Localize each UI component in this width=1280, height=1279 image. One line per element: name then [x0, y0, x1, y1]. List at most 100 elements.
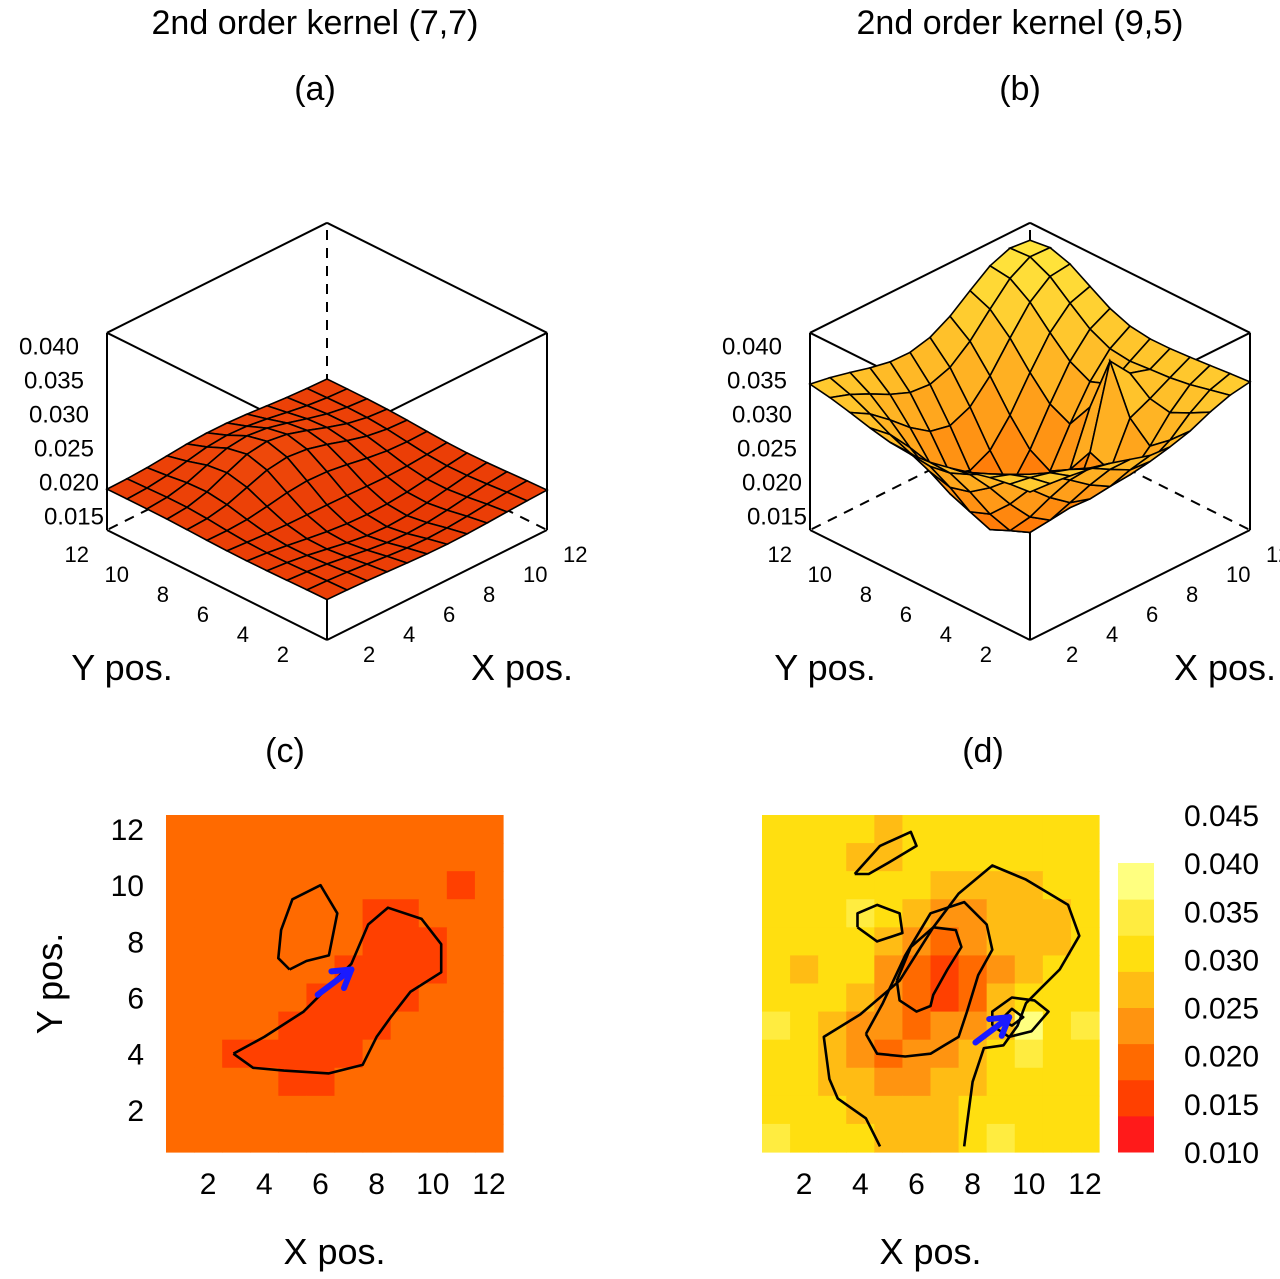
heat-cell	[194, 955, 223, 985]
heat-cell	[418, 983, 448, 1013]
arrow-shaft	[972, 1014, 1013, 1046]
heat-cell	[930, 1123, 960, 1153]
heat-cell	[986, 1095, 1016, 1125]
heat-cell	[1014, 927, 1044, 957]
heat-cell	[958, 1095, 988, 1125]
heat-cell	[762, 1095, 791, 1125]
x-tick-label: 10	[1226, 562, 1250, 587]
heat-cell	[986, 1067, 1016, 1097]
heat-cell	[194, 983, 223, 1013]
heat-cell	[930, 1095, 960, 1125]
heat-cell	[166, 1011, 195, 1041]
heat-cell	[390, 871, 420, 900]
box-edge	[809, 529, 1031, 641]
heat-cell	[278, 955, 308, 985]
heat-cell	[390, 1067, 420, 1097]
contour-line	[853, 830, 918, 876]
heat-cell	[818, 983, 847, 1013]
x-axis-label: X pos.	[283, 1231, 385, 1272]
y-tick-label: 6	[900, 602, 912, 627]
heat-cell	[474, 1067, 504, 1097]
heat-cell	[194, 927, 223, 957]
heat-cell	[250, 1123, 279, 1153]
x-tick-label: 12	[472, 1168, 505, 1201]
heat-cell	[902, 1011, 932, 1041]
heat-cell	[446, 1123, 476, 1153]
x-tick-label: 4	[852, 1168, 869, 1201]
colorbar-label: 0.010	[1184, 1137, 1259, 1170]
x-tick-label: 12	[1266, 542, 1280, 567]
heat-cell	[390, 1011, 420, 1041]
heat-cell	[762, 815, 791, 844]
heat-cell	[902, 1067, 932, 1097]
x-tick-label: 12	[1068, 1168, 1101, 1201]
heat-cell	[418, 871, 448, 900]
heat-cell	[874, 871, 904, 900]
heat-cell	[446, 1067, 476, 1097]
arrow-head	[328, 966, 355, 975]
heat-cell	[418, 843, 448, 872]
box-edge	[809, 221, 1031, 334]
heat-cell	[194, 1039, 223, 1069]
heat-cell	[306, 1011, 336, 1041]
heat-cell	[846, 955, 875, 985]
colorbar-label: 0.030	[1184, 944, 1259, 977]
x-tick-label: 6	[908, 1168, 925, 1201]
contour-line	[856, 903, 904, 943]
contour-line	[864, 900, 994, 1058]
heat-cell	[446, 815, 476, 844]
heat-cell	[986, 1039, 1016, 1069]
heat-cell	[362, 955, 392, 985]
colorbar-label: 0.025	[1184, 993, 1259, 1026]
colorbar-swatch	[1118, 1079, 1154, 1117]
y-tick-label: 2	[127, 1095, 144, 1128]
heat-cell	[194, 871, 223, 900]
heat-cell	[390, 927, 420, 957]
heat-cell	[418, 1095, 448, 1125]
heat-cell	[846, 983, 875, 1013]
colorbar-label: 0.020	[1184, 1041, 1259, 1074]
heat-cell	[362, 1095, 392, 1125]
heat-cell	[222, 815, 251, 844]
heat-cell	[874, 1123, 904, 1153]
surface-plot-b: 0.040 0.035 0.030 0.025 0.020 0.015 2 4 6 8 10 12 2 4…	[722, 221, 1280, 688]
heat-cell	[1042, 1039, 1072, 1069]
heat-cell	[1014, 815, 1044, 844]
heat-cell	[166, 899, 195, 928]
heat-cell	[902, 871, 932, 900]
heat-cell	[222, 843, 251, 872]
x-axis-label: X pos.	[1174, 647, 1276, 688]
heat-cell	[1014, 1067, 1044, 1097]
heat-cell	[334, 1039, 364, 1069]
x-tick-label: 4	[403, 622, 415, 647]
y-tick-label: 4	[237, 622, 249, 647]
heat-cell	[1070, 1067, 1100, 1097]
heat-cell	[1070, 1011, 1100, 1041]
heat-cell	[1042, 1095, 1072, 1125]
heat-cell	[762, 927, 791, 957]
heat-cell	[446, 1095, 476, 1125]
heat-cell	[902, 899, 932, 928]
y-tick-label: 6	[127, 983, 144, 1016]
heat-cell	[1014, 1123, 1044, 1153]
heat-cell	[390, 1039, 420, 1069]
y-tick-label: 2	[980, 642, 992, 667]
heat-cell	[362, 983, 392, 1013]
z-tick-label: 0.030	[732, 401, 792, 428]
heat-cell	[790, 1067, 819, 1097]
heat-cell	[790, 815, 819, 844]
heat-cell	[250, 871, 279, 900]
arrow-head	[986, 1014, 1013, 1023]
heat-cell	[250, 1067, 279, 1097]
heat-cell	[446, 871, 476, 900]
heat-cell	[166, 983, 195, 1013]
x-tick-label: 8	[964, 1168, 981, 1201]
heat-cell	[818, 899, 847, 928]
heat-cell	[474, 955, 504, 985]
heat-cell	[306, 1039, 336, 1069]
x-axis-label: X pos.	[471, 647, 573, 688]
heat-cell	[874, 1067, 904, 1097]
heat-cell	[306, 815, 336, 844]
heat-cell	[446, 955, 476, 985]
y-tick-label: 4	[127, 1039, 144, 1072]
